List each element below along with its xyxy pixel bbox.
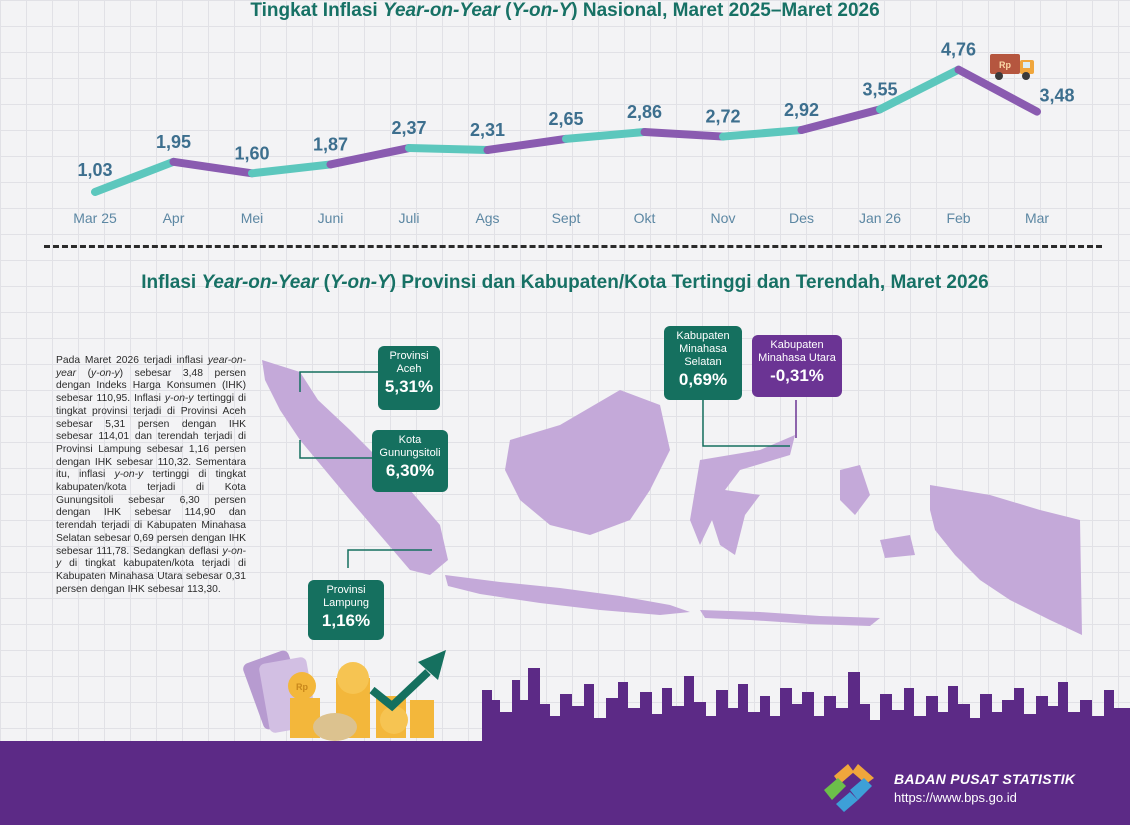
section-divider: [44, 245, 1102, 248]
data-label: 1,87: [313, 134, 348, 154]
map-papua: [930, 485, 1082, 635]
line-chart: 1,03 1,95 1,60 1,87 2,37 2,31 2,65 2,86 2,72 2,92…: [73, 40, 1074, 226]
x-tick-label: Feb: [946, 210, 970, 226]
callout-minahasa-utara-value: -0,31%: [770, 366, 824, 385]
line-segment: [954, 65, 1041, 116]
x-tick-label: Mar 25: [73, 210, 117, 226]
footer-band: [0, 741, 1130, 825]
line-segment: [797, 105, 884, 135]
x-tick-label: Jan 26: [859, 210, 901, 226]
map-sulawesi: [690, 435, 795, 555]
line-segment: [169, 157, 256, 178]
x-tick-label: Okt: [634, 210, 656, 226]
bps-logo-icon: [820, 760, 884, 821]
data-label: 1,60: [234, 143, 269, 163]
callout-aceh-value: 5,31%: [384, 377, 434, 396]
line-segment: [326, 144, 413, 169]
summary-paragraph: Pada Maret 2026 terjadi inflasi year-on-…: [56, 355, 246, 595]
callout-minahasa-utara-label: Kabupaten Minahasa Utara: [758, 339, 836, 364]
data-label: 2,65: [548, 109, 583, 129]
callout-lampung-value: 1,16%: [321, 611, 371, 630]
truck-icon: Rp: [990, 54, 1034, 80]
data-label: 2,92: [784, 100, 819, 120]
callout-minahasa-selatan-label: Kabupaten Minahasa Selatan: [676, 330, 730, 368]
callout-gunungsitoli-label: Kota Gunungsitoli: [379, 434, 441, 459]
callout-lampung-label: Provinsi Lampung: [323, 584, 369, 609]
x-tick-label: Mei: [241, 210, 264, 226]
data-label: 2,37: [391, 118, 426, 138]
line-segment: [91, 157, 178, 196]
callout-minahasa-selatan-value: 0,69%: [678, 370, 728, 389]
footer-url: https://www.bps.go.id: [894, 790, 1017, 805]
data-label: 2,31: [470, 120, 505, 140]
line-segment: [719, 126, 806, 141]
callout-aceh-label: Provinsi Aceh: [389, 350, 429, 375]
callout-minahasa-utara: Kabupaten Minahasa Utara -0,31%: [752, 335, 842, 397]
truck-badge-text: Rp: [999, 60, 1011, 70]
line-segment: [483, 134, 570, 155]
data-label: 1,95: [156, 132, 191, 152]
line-segment: [405, 144, 492, 155]
provincial-title: Inflasi Year-on-Year (Y-on-Y) Provinsi d…: [141, 272, 989, 293]
footer-org-name: BADAN PUSAT STATISTIK: [894, 771, 1076, 787]
x-tick-label: Apr: [163, 210, 185, 226]
map-java: [445, 575, 690, 615]
data-label: 3,55: [862, 79, 897, 99]
x-tick-label: Nov: [711, 210, 736, 226]
x-tick-label: Mar: [1025, 210, 1049, 226]
line-segment: [876, 65, 963, 114]
map-kalimantan: [505, 390, 670, 535]
skyline-icon: [482, 668, 1130, 741]
callout-gunungsitoli-value: 6,30%: [385, 461, 435, 480]
map-nusa-tenggara: [700, 610, 880, 626]
map-maluku: [840, 465, 915, 558]
data-label: 3,48: [1039, 86, 1074, 106]
data-label: 2,86: [627, 102, 662, 122]
callout-aceh: Provinsi Aceh 5,31%: [378, 346, 440, 410]
data-label: 2,72: [705, 107, 740, 127]
coin-badge-text: Rp: [296, 682, 308, 692]
callout-lampung: Provinsi Lampung 1,16%: [308, 580, 384, 640]
line-segment: [248, 160, 335, 178]
x-tick-label: Sept: [552, 210, 581, 226]
line-segment: [640, 127, 727, 141]
data-label: 4,76: [941, 40, 976, 60]
data-label: 1,03: [77, 160, 112, 180]
map-sumatra: [262, 360, 448, 575]
callout-minahasa-selatan: Kabupaten Minahasa Selatan 0,69%: [664, 326, 742, 400]
x-tick-label: Juni: [318, 210, 344, 226]
x-tick-label: Ags: [475, 210, 499, 226]
x-tick-label: Juli: [398, 210, 419, 226]
money-coins-icon: Rp: [243, 650, 446, 741]
callout-gunungsitoli: Kota Gunungsitoli 6,30%: [372, 430, 448, 492]
national-chart-title: Tingkat Inflasi Year-on-Year (Y-on-Y) Na…: [250, 0, 880, 21]
line-segment: [562, 127, 649, 143]
x-tick-label: Des: [789, 210, 814, 226]
indonesia-map: [262, 360, 1082, 635]
